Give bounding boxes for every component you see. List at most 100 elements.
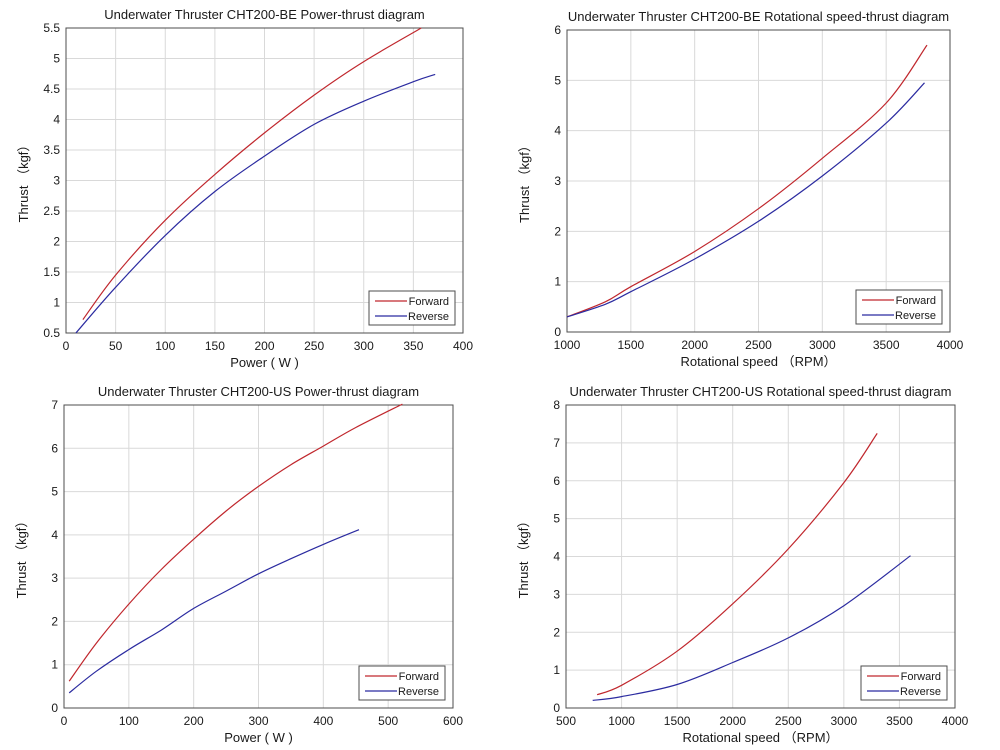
- y-tick-label: 6: [51, 441, 58, 455]
- x-tick-label: 500: [378, 714, 398, 728]
- chart-title: Underwater Thruster CHT200-BE Power-thru…: [104, 7, 425, 22]
- series-line-reverse: [592, 555, 911, 701]
- legend-box: [368, 290, 456, 326]
- y-tick-label: 4: [554, 124, 561, 138]
- x-tick-label: 50: [109, 339, 123, 353]
- y-tick-label: 2: [53, 235, 60, 249]
- chart-panel-2: 1000 1500 2000 2500 3000 3500 4000 0 1 2 3 4 5 6 Under…: [517, 9, 964, 369]
- y-tick-label: 1: [53, 296, 60, 310]
- legend: Forward Reverse: [358, 665, 446, 701]
- y-tick-label: 5: [53, 52, 60, 66]
- y-tick-label: 3: [554, 174, 561, 188]
- legend-label-forward: Forward: [409, 296, 449, 308]
- x-tick-label: 4000: [937, 338, 964, 352]
- legend-box: [358, 665, 446, 701]
- series-line-forward: [82, 27, 422, 320]
- plot-frame: [65, 27, 464, 334]
- y-axis-label: Thrust （kgf）: [517, 139, 532, 223]
- y-tick-label: 0.5: [43, 326, 60, 340]
- y-tick-label: 3.5: [43, 143, 60, 157]
- x-tick-label: 0: [63, 339, 70, 353]
- plot-frame: [565, 404, 956, 709]
- y-tick-label: 0: [554, 325, 561, 339]
- chart-panel-1: 0 50 100 150 200 250 300 350 400 0.5 1 1.5 2 2.5 3 3.5 4…: [16, 7, 473, 370]
- x-axis-label: Power ( W ): [230, 355, 299, 370]
- chart-panel-3: 0 100 200 300 400 500 600 0 1 2 3 4 5 6 7 Underwater Th…: [14, 384, 463, 745]
- x-tick-label: 400: [313, 714, 333, 728]
- chart-title: Underwater Thruster CHT200-BE Rotational…: [568, 9, 949, 24]
- legend-box: [855, 289, 943, 325]
- y-tick-label: 4.5: [43, 82, 60, 96]
- x-tick-label: 1500: [617, 338, 644, 352]
- y-tick-label: 6: [554, 23, 561, 37]
- chart-panel-4: 500 1000 1500 2000 2500 3000 3500 4000 0 1 2 3 4 5 6 7 8…: [516, 384, 969, 745]
- y-tick-label: 4: [53, 113, 60, 127]
- y-tick-label: 0: [51, 701, 58, 715]
- x-tick-label: 150: [205, 339, 225, 353]
- legend: Forward Reverse: [860, 665, 948, 701]
- y-tick-label: 4: [553, 550, 560, 564]
- x-axis-label: Rotational speed （RPM）: [680, 354, 836, 369]
- legend-label-forward: Forward: [901, 671, 941, 683]
- x-tick-label: 200: [184, 714, 204, 728]
- y-tick-label: 1: [553, 663, 560, 677]
- y-tick-label: 2: [553, 625, 560, 639]
- x-tick-label: 300: [354, 339, 374, 353]
- legend-label-reverse: Reverse: [408, 311, 449, 323]
- x-tick-label: 3500: [886, 714, 913, 728]
- x-tick-label: 100: [155, 339, 175, 353]
- x-tick-label: 2000: [719, 714, 746, 728]
- legend-label-reverse: Reverse: [398, 686, 439, 698]
- plot-frame: [566, 29, 951, 333]
- y-tick-label: 5.5: [43, 21, 60, 35]
- y-tick-label: 1.5: [43, 265, 60, 279]
- y-tick-label: 5: [554, 73, 561, 87]
- x-tick-label: 2000: [681, 338, 708, 352]
- legend-label-forward: Forward: [896, 295, 936, 307]
- y-axis-label: Thrust （kgf）: [516, 515, 531, 599]
- y-tick-label: 3: [553, 587, 560, 601]
- x-tick-label: 1000: [554, 338, 581, 352]
- series-line-forward: [596, 433, 878, 696]
- y-tick-label: 0: [553, 701, 560, 715]
- x-tick-label: 0: [61, 714, 68, 728]
- x-axis-label: Rotational speed （RPM）: [682, 730, 838, 745]
- y-tick-label: 3: [53, 174, 60, 188]
- legend-box: [860, 665, 948, 701]
- y-tick-label: 7: [553, 436, 560, 450]
- plot-frame: [63, 404, 454, 709]
- x-tick-label: 400: [453, 339, 473, 353]
- y-tick-label: 7: [51, 398, 58, 412]
- y-axis-label: Thrust （kgf）: [16, 139, 31, 223]
- y-tick-label: 5: [553, 512, 560, 526]
- series-line-forward: [68, 403, 403, 682]
- series-line-forward: [566, 44, 928, 318]
- chart-title: Underwater Thruster CHT200-US Power-thru…: [98, 384, 419, 399]
- x-tick-label: 100: [119, 714, 139, 728]
- x-tick-label: 350: [403, 339, 423, 353]
- x-tick-label: 4000: [942, 714, 969, 728]
- series-line-reverse: [75, 73, 436, 334]
- y-tick-label: 4: [51, 528, 58, 542]
- x-tick-label: 2500: [775, 714, 802, 728]
- y-tick-label: 1: [554, 275, 561, 289]
- x-axis-label: Power ( W ): [224, 730, 293, 745]
- y-tick-label: 1: [51, 658, 58, 672]
- y-tick-label: 5: [51, 485, 58, 499]
- legend-label-forward: Forward: [399, 671, 439, 683]
- series-line-reverse: [566, 82, 925, 318]
- x-tick-label: 3000: [831, 714, 858, 728]
- y-tick-label: 8: [553, 398, 560, 412]
- x-tick-label: 1000: [608, 714, 635, 728]
- legend: Forward Reverse: [368, 290, 456, 326]
- series-line-reverse: [68, 529, 360, 694]
- x-tick-label: 1500: [664, 714, 691, 728]
- y-axis-label: Thrust （kgf）: [14, 515, 29, 599]
- legend: Forward Reverse: [855, 289, 943, 325]
- x-tick-label: 200: [254, 339, 274, 353]
- y-tick-label: 2: [554, 224, 561, 238]
- y-tick-label: 2: [51, 614, 58, 628]
- x-tick-label: 250: [304, 339, 324, 353]
- y-tick-label: 6: [553, 474, 560, 488]
